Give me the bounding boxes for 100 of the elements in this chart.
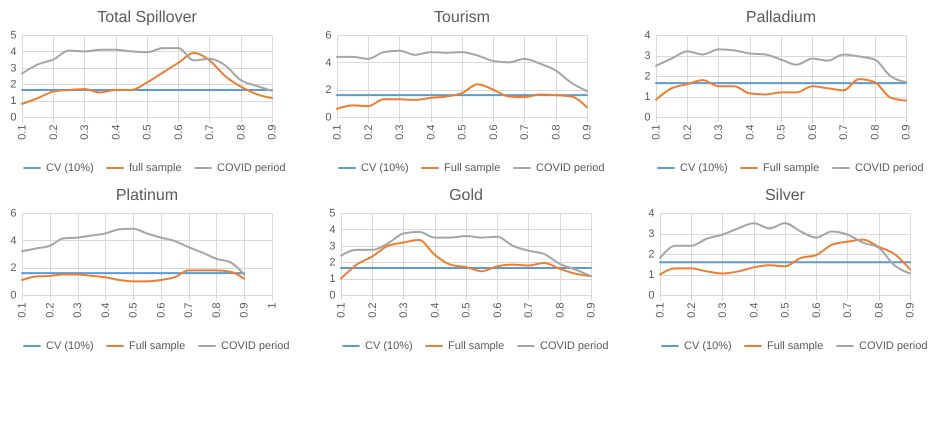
x-tick-label: 0.9 xyxy=(586,302,598,318)
y-tick-label: 5 xyxy=(10,30,16,42)
chart-title: Palladium xyxy=(746,9,816,26)
x-tick-label: 0.9 xyxy=(582,124,594,140)
x-tick-label: 0.9 xyxy=(238,302,251,318)
legend-label: COVID period xyxy=(221,340,290,352)
x-tick-label: 0.8 xyxy=(235,124,248,140)
chart-title: Gold xyxy=(449,187,483,204)
x-tick-label: 0.2 xyxy=(48,124,60,140)
y-tick-label: 0 xyxy=(329,290,336,302)
y-tick-label: 4 xyxy=(644,30,650,42)
y-tick-label: 0 xyxy=(10,290,16,302)
y-tick-label: 5 xyxy=(329,208,336,220)
x-tick-label: 0.6 xyxy=(488,124,500,140)
x-tick-label: 0.5 xyxy=(142,124,154,140)
x-tick-label: 0.4 xyxy=(100,302,112,318)
x-tick-label: 0.3 xyxy=(717,302,729,318)
y-tick-label: 6 xyxy=(10,208,16,220)
x-tick-label: 0.3 xyxy=(394,124,406,140)
x-tick-label: 0.6 xyxy=(172,124,185,140)
x-tick-label: 0.5 xyxy=(460,302,472,318)
x-tick-label: 0.6 xyxy=(806,124,819,140)
y-tick-label: 2 xyxy=(329,256,336,269)
x-tick-label: 0.3 xyxy=(79,124,91,140)
legend-label: CV (10%) xyxy=(361,162,409,174)
y-tick-label: 1 xyxy=(10,95,16,108)
line-series xyxy=(21,47,273,92)
x-tick-label: 0.9 xyxy=(904,302,916,318)
x-tick-label: 0.7 xyxy=(523,302,535,318)
x-tick-label: 0.3 xyxy=(72,302,84,318)
legend-label: COVID period xyxy=(855,162,924,174)
x-tick-label: 0.8 xyxy=(550,124,562,140)
y-tick-label: 3 xyxy=(648,228,654,240)
chart-title: Platinum xyxy=(116,187,178,204)
y-tick-label: 1 xyxy=(644,91,650,103)
x-tick-label: 0.2 xyxy=(366,302,379,318)
x-tick-label: 0.6 xyxy=(492,302,504,318)
legend-label: CV (10%) xyxy=(46,340,94,352)
x-tick-label: 0.8 xyxy=(873,302,886,318)
x-tick-label: 0.7 xyxy=(204,124,216,140)
x-tick-label: 0.3 xyxy=(713,124,725,140)
line-series xyxy=(659,238,911,276)
y-tick-label: 1 xyxy=(329,273,336,286)
line-series xyxy=(336,50,588,92)
x-tick-label: 0.2 xyxy=(682,124,694,140)
x-tick-label: 0.4 xyxy=(425,124,438,140)
x-tick-label: 0.8 xyxy=(210,302,223,318)
x-tick-label: 0.1 xyxy=(654,302,666,318)
y-tick-label: 4 xyxy=(10,234,16,247)
legend-label: COVID period xyxy=(536,162,604,174)
x-tick-label: 1 xyxy=(266,302,278,309)
line-series xyxy=(21,52,273,105)
x-tick-label: 0.5 xyxy=(776,124,788,140)
x-tick-label: 0.2 xyxy=(686,302,698,318)
legend-label: CV (10%) xyxy=(684,340,732,352)
x-tick-label: 0.5 xyxy=(780,302,792,318)
x-tick-label: 0.9 xyxy=(900,124,912,140)
legend-label: CV (10%) xyxy=(365,340,413,352)
chart-title: Tourism xyxy=(434,9,490,26)
legend-label: COVID period xyxy=(540,340,608,352)
x-tick-label: 0.8 xyxy=(554,302,566,318)
y-tick-label: 3 xyxy=(644,50,650,62)
line-series xyxy=(340,230,592,278)
y-tick-label: 2 xyxy=(644,70,650,82)
y-tick-label: 2 xyxy=(10,262,16,274)
y-tick-label: 0 xyxy=(325,112,332,124)
x-tick-label: 0.2 xyxy=(44,302,56,318)
legend-label: CV (10%) xyxy=(680,162,728,174)
x-tick-label: 0.1 xyxy=(16,124,28,140)
legend-label: Full sample xyxy=(444,162,500,174)
line-series xyxy=(336,83,588,110)
y-tick-label: 0 xyxy=(644,112,650,124)
y-tick-label: 0 xyxy=(648,290,654,302)
y-tick-label: 4 xyxy=(329,224,336,236)
legend-label: full sample xyxy=(129,162,182,174)
x-tick-label: 0.7 xyxy=(838,124,850,140)
legend-label: COVID period xyxy=(859,340,928,352)
x-tick-label: 0.7 xyxy=(519,124,531,140)
line-series xyxy=(21,269,246,282)
y-tick-label: 0 xyxy=(10,112,16,124)
line-series xyxy=(659,222,911,274)
x-tick-label: 0.2 xyxy=(362,124,375,140)
line-series xyxy=(21,228,246,276)
legend-label: Full sample xyxy=(448,340,504,352)
line-series xyxy=(340,239,592,280)
x-tick-label: 0.1 xyxy=(650,124,662,140)
x-tick-label: 0.5 xyxy=(128,302,140,318)
x-tick-label: 0.4 xyxy=(744,124,756,140)
y-tick-label: 2 xyxy=(648,248,654,260)
y-tick-label: 3 xyxy=(329,240,336,252)
x-tick-label: 0.9 xyxy=(266,124,278,140)
x-tick-label: 0.1 xyxy=(16,302,28,318)
x-tick-label: 0.7 xyxy=(842,302,854,318)
x-tick-label: 0.8 xyxy=(869,124,882,140)
x-tick-label: 0.1 xyxy=(332,124,344,140)
legend-label: Full sample xyxy=(129,340,186,352)
y-tick-label: 4 xyxy=(325,56,332,69)
legend-label: COVID period xyxy=(217,162,286,174)
x-tick-label: 0.4 xyxy=(110,124,122,140)
x-tick-label: 0.6 xyxy=(155,302,168,318)
